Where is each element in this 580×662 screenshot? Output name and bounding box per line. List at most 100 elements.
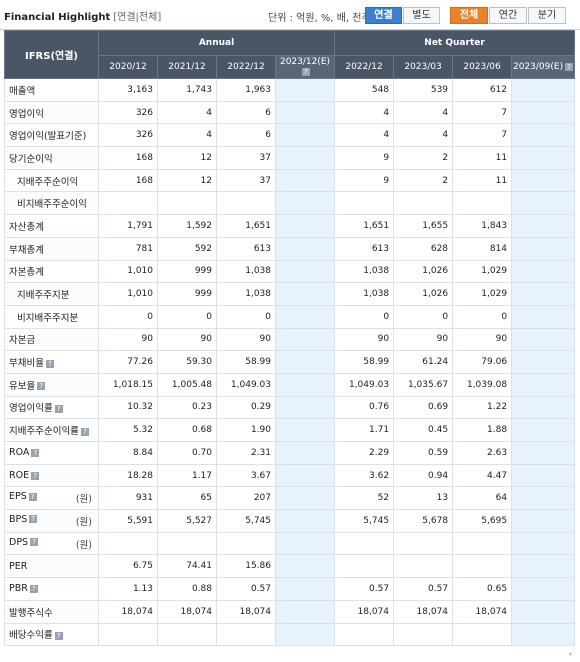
help-icon[interactable]: ? (565, 62, 574, 71)
value-cell (511, 282, 576, 306)
row-label: 부채총계 (9, 244, 44, 256)
row-label: 비지배주주순이익 (17, 199, 87, 211)
value-cell: 52 (334, 486, 395, 511)
value-cell: 65 (157, 486, 217, 511)
value-cell: 0.76 (334, 395, 395, 420)
value-cell: 18,074 (157, 599, 217, 624)
value-cell: 781 (98, 236, 158, 261)
annual-group-header: Annual (97, 30, 336, 56)
row-label-cell: ROA? (4, 441, 99, 465)
value-cell: 0.45 (393, 418, 454, 442)
value-cell: 814 (452, 236, 513, 261)
value-cell (274, 531, 336, 556)
row-label: 배당수익률 (9, 630, 53, 642)
value-cell: 90 (334, 327, 395, 352)
value-cell (157, 191, 217, 216)
help-icon[interactable]: ? (54, 404, 63, 413)
value-cell: 3,163 (98, 78, 158, 102)
help-icon[interactable]: ? (28, 492, 37, 501)
row-label: 유보율 (9, 380, 36, 392)
value-cell: 5,527 (157, 509, 217, 533)
value-cell: 37 (216, 168, 276, 193)
table-row: PBR? 1.13 0.88 0.57 0.57 0.57 0.65 (4, 577, 576, 601)
value-cell: 613 (216, 236, 276, 261)
help-icon[interactable]: ? (45, 359, 54, 368)
period-all-button[interactable]: 전체 (450, 7, 488, 24)
column-header: 2023/09(E)? (511, 55, 576, 79)
table-row: 배당수익률? (4, 622, 576, 647)
value-cell: 0.23 (157, 395, 217, 420)
value-cell: 1,592 (157, 214, 217, 238)
table-row: 자산총계 1,791 1,592 1,651 1,651 1,655 1,843 (4, 214, 576, 238)
table-row: 발행주식수 18,074 18,074 18,074 18,074 18,074 18,07… (4, 599, 576, 624)
value-cell: 4 (393, 123, 454, 148)
value-cell (334, 554, 395, 579)
help-icon[interactable]: ? (54, 631, 63, 640)
row-label: 자본금 (9, 335, 36, 347)
value-cell: 74.41 (157, 554, 217, 579)
value-cell: 3.62 (334, 463, 395, 488)
value-cell (274, 214, 336, 238)
value-cell: 1,029 (452, 282, 513, 306)
value-cell: 0.65 (452, 577, 513, 601)
value-cell (452, 622, 513, 647)
value-cell: 3.67 (216, 463, 276, 488)
column-header-label: 2021/12 (168, 62, 206, 72)
consolidated-button[interactable]: 연결 (365, 7, 402, 24)
value-cell: 592 (157, 236, 217, 261)
period-quarter-button[interactable]: 분기 (528, 7, 566, 24)
value-cell: 58.99 (334, 350, 395, 374)
value-cell (274, 304, 336, 329)
column-header: 2023/03 (393, 55, 454, 79)
help-icon[interactable]: ? (30, 538, 39, 547)
value-cell (274, 599, 336, 624)
row-unit: (원) (75, 494, 92, 506)
table-row: 영업이익률? 10.32 0.23 0.29 0.76 0.69 1.22 (4, 395, 576, 420)
value-cell: 64 (452, 486, 513, 511)
help-icon[interactable]: ? (29, 515, 38, 524)
value-cell: 1,026 (393, 259, 454, 284)
row-label: 지배주주순이익 (17, 176, 79, 188)
row-label-cell: 영업이익률? (4, 395, 99, 420)
value-cell: 1,038 (216, 259, 276, 284)
table-row: BPS? (원) 5,591 5,527 5,745 5,745 5,678 5,695 (4, 509, 576, 533)
row-label-cell: 자본총계 (4, 259, 99, 284)
row-label: 비지배주주지분 (17, 312, 79, 324)
help-icon[interactable]: ? (31, 448, 40, 457)
value-cell: 1,038 (334, 282, 395, 306)
help-icon[interactable]: ? (31, 471, 40, 480)
value-cell (511, 531, 576, 556)
table-body: 매출액 3,163 1,743 1,963 548 539 612 영업이익 326 4 6 4 4 7 영… (4, 78, 576, 647)
row-label-cell: 유보율? (4, 372, 99, 397)
value-cell: 5,745 (216, 509, 276, 533)
help-icon[interactable]: ? (302, 67, 311, 76)
row-unit: (원) (75, 539, 92, 551)
help-icon[interactable]: ? (80, 427, 89, 436)
value-cell: 7 (452, 123, 513, 148)
value-cell (274, 350, 336, 374)
period-annual-button[interactable]: 연간 (489, 7, 527, 24)
help-icon[interactable]: ? (29, 584, 38, 593)
row-label: DPS (9, 536, 29, 548)
row-label-cell: 비지배주주순이익 (4, 191, 99, 216)
value-cell (511, 214, 576, 238)
table-row: 비지배주주지분 0 0 0 0 0 0 (4, 304, 576, 329)
value-cell (216, 531, 276, 556)
value-cell: 9 (334, 146, 395, 170)
value-cell: 0.70 (157, 441, 217, 465)
value-cell: 1,651 (334, 214, 395, 238)
value-cell: 0 (393, 304, 454, 329)
separate-button[interactable]: 별도 (403, 7, 440, 24)
value-cell: 548 (334, 78, 395, 102)
value-cell: 0.88 (157, 577, 217, 601)
value-cell: 207 (216, 486, 276, 511)
column-header-label: 2023/12(E) (279, 57, 331, 67)
value-cell: 7 (452, 100, 513, 125)
value-cell: 4 (157, 123, 217, 148)
value-cell: 4 (393, 100, 454, 125)
table-row: ROA? 8.84 0.70 2.31 2.29 0.59 2.63 (4, 441, 576, 465)
value-cell (274, 622, 336, 647)
value-cell: 18,074 (216, 599, 276, 624)
value-cell: 6 (216, 123, 276, 148)
help-icon[interactable]: ? (37, 382, 46, 391)
